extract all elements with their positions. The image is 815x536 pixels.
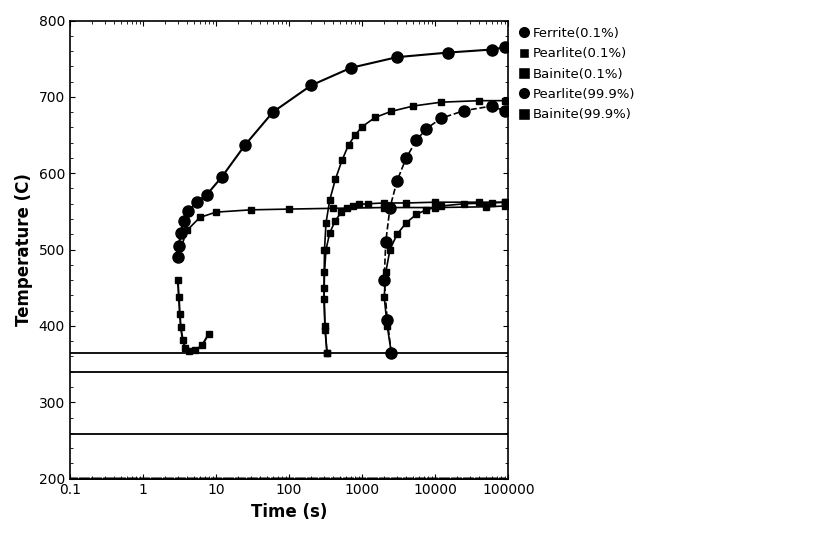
Bainite(0.1%) <box>204 330 214 337</box>
Pearlite(0.1%) <box>211 209 221 215</box>
Pearlite(99.9%) <box>385 204 395 211</box>
Legend: Ferrite(0.1%), Pearlite(0.1%), Bainite(0.1%), Pearlite(99.9%), Bainite(99.9%): Ferrite(0.1%), Pearlite(0.1%), Bainite(0… <box>519 27 635 121</box>
Bainite(0.1%) <box>184 348 194 354</box>
Ferrite(0.1%) <box>443 49 453 56</box>
Ferrite(0.1%) <box>173 254 183 260</box>
Pearlite(99.9%) <box>487 103 497 109</box>
Pearlite(99.9%) <box>381 239 390 245</box>
Ferrite(0.1%) <box>174 242 183 249</box>
Bainite(0.1%) <box>175 311 185 318</box>
Ferrite(0.1%) <box>487 46 497 53</box>
Bainite(99.9%) <box>386 349 396 356</box>
Pearlite(99.9%) <box>436 115 446 122</box>
Y-axis label: Temperature (C): Temperature (C) <box>15 173 33 326</box>
Bainite(99.9%) <box>421 206 431 213</box>
Pearlite(0.1%) <box>430 204 440 211</box>
Pearlite(0.1%) <box>182 227 192 234</box>
Bainite(99.9%) <box>412 211 421 218</box>
Ferrite(0.1%) <box>202 191 212 198</box>
Line: Ferrite(0.1%): Ferrite(0.1%) <box>172 42 511 263</box>
Bainite(0.1%) <box>173 277 183 284</box>
Pearlite(0.1%) <box>379 204 389 211</box>
Bainite(99.9%) <box>401 220 411 226</box>
Bainite(0.1%) <box>176 324 186 331</box>
Bainite(99.9%) <box>487 200 497 206</box>
Pearlite(0.1%) <box>284 206 294 212</box>
Ferrite(0.1%) <box>217 174 227 180</box>
X-axis label: Time (s): Time (s) <box>251 503 328 521</box>
Pearlite(0.1%) <box>328 205 338 212</box>
Ferrite(0.1%) <box>178 217 188 224</box>
Line: Bainite(99.9%): Bainite(99.9%) <box>381 199 509 356</box>
Pearlite(99.9%) <box>421 126 431 132</box>
Bainite(99.9%) <box>460 200 469 207</box>
Pearlite(99.9%) <box>379 277 389 284</box>
Bainite(0.1%) <box>174 294 183 300</box>
Bainite(99.9%) <box>436 203 446 209</box>
Bainite(99.9%) <box>392 231 402 237</box>
Line: Bainite(0.1%): Bainite(0.1%) <box>174 277 213 354</box>
Pearlite(0.1%) <box>195 214 205 221</box>
Pearlite(99.9%) <box>386 349 396 356</box>
Ferrite(0.1%) <box>500 44 510 50</box>
Line: Pearlite(99.9%): Pearlite(99.9%) <box>379 100 511 358</box>
Bainite(99.9%) <box>381 269 390 276</box>
Pearlite(0.1%) <box>246 206 256 213</box>
Line: Pearlite(0.1%): Pearlite(0.1%) <box>174 203 509 260</box>
Ferrite(0.1%) <box>240 142 250 148</box>
Pearlite(99.9%) <box>392 177 402 184</box>
Bainite(99.9%) <box>382 323 392 329</box>
Pearlite(99.9%) <box>382 317 392 323</box>
Bainite(99.9%) <box>385 247 395 253</box>
Ferrite(0.1%) <box>306 82 316 88</box>
Ferrite(0.1%) <box>176 229 186 236</box>
Pearlite(0.1%) <box>173 254 183 260</box>
Ferrite(0.1%) <box>346 65 356 71</box>
Bainite(0.1%) <box>180 345 190 351</box>
Pearlite(99.9%) <box>460 107 469 114</box>
Pearlite(99.9%) <box>412 137 421 144</box>
Ferrite(0.1%) <box>268 109 278 115</box>
Pearlite(99.9%) <box>401 155 411 161</box>
Ferrite(0.1%) <box>392 54 402 61</box>
Bainite(99.9%) <box>500 199 510 205</box>
Pearlite(99.9%) <box>500 108 510 115</box>
Bainite(99.9%) <box>379 294 389 300</box>
Ferrite(0.1%) <box>192 199 202 205</box>
Bainite(0.1%) <box>178 337 187 343</box>
Pearlite(0.1%) <box>482 204 491 210</box>
Ferrite(0.1%) <box>183 207 193 214</box>
Bainite(0.1%) <box>197 342 207 348</box>
Bainite(0.1%) <box>191 347 200 354</box>
Pearlite(0.1%) <box>500 203 510 209</box>
